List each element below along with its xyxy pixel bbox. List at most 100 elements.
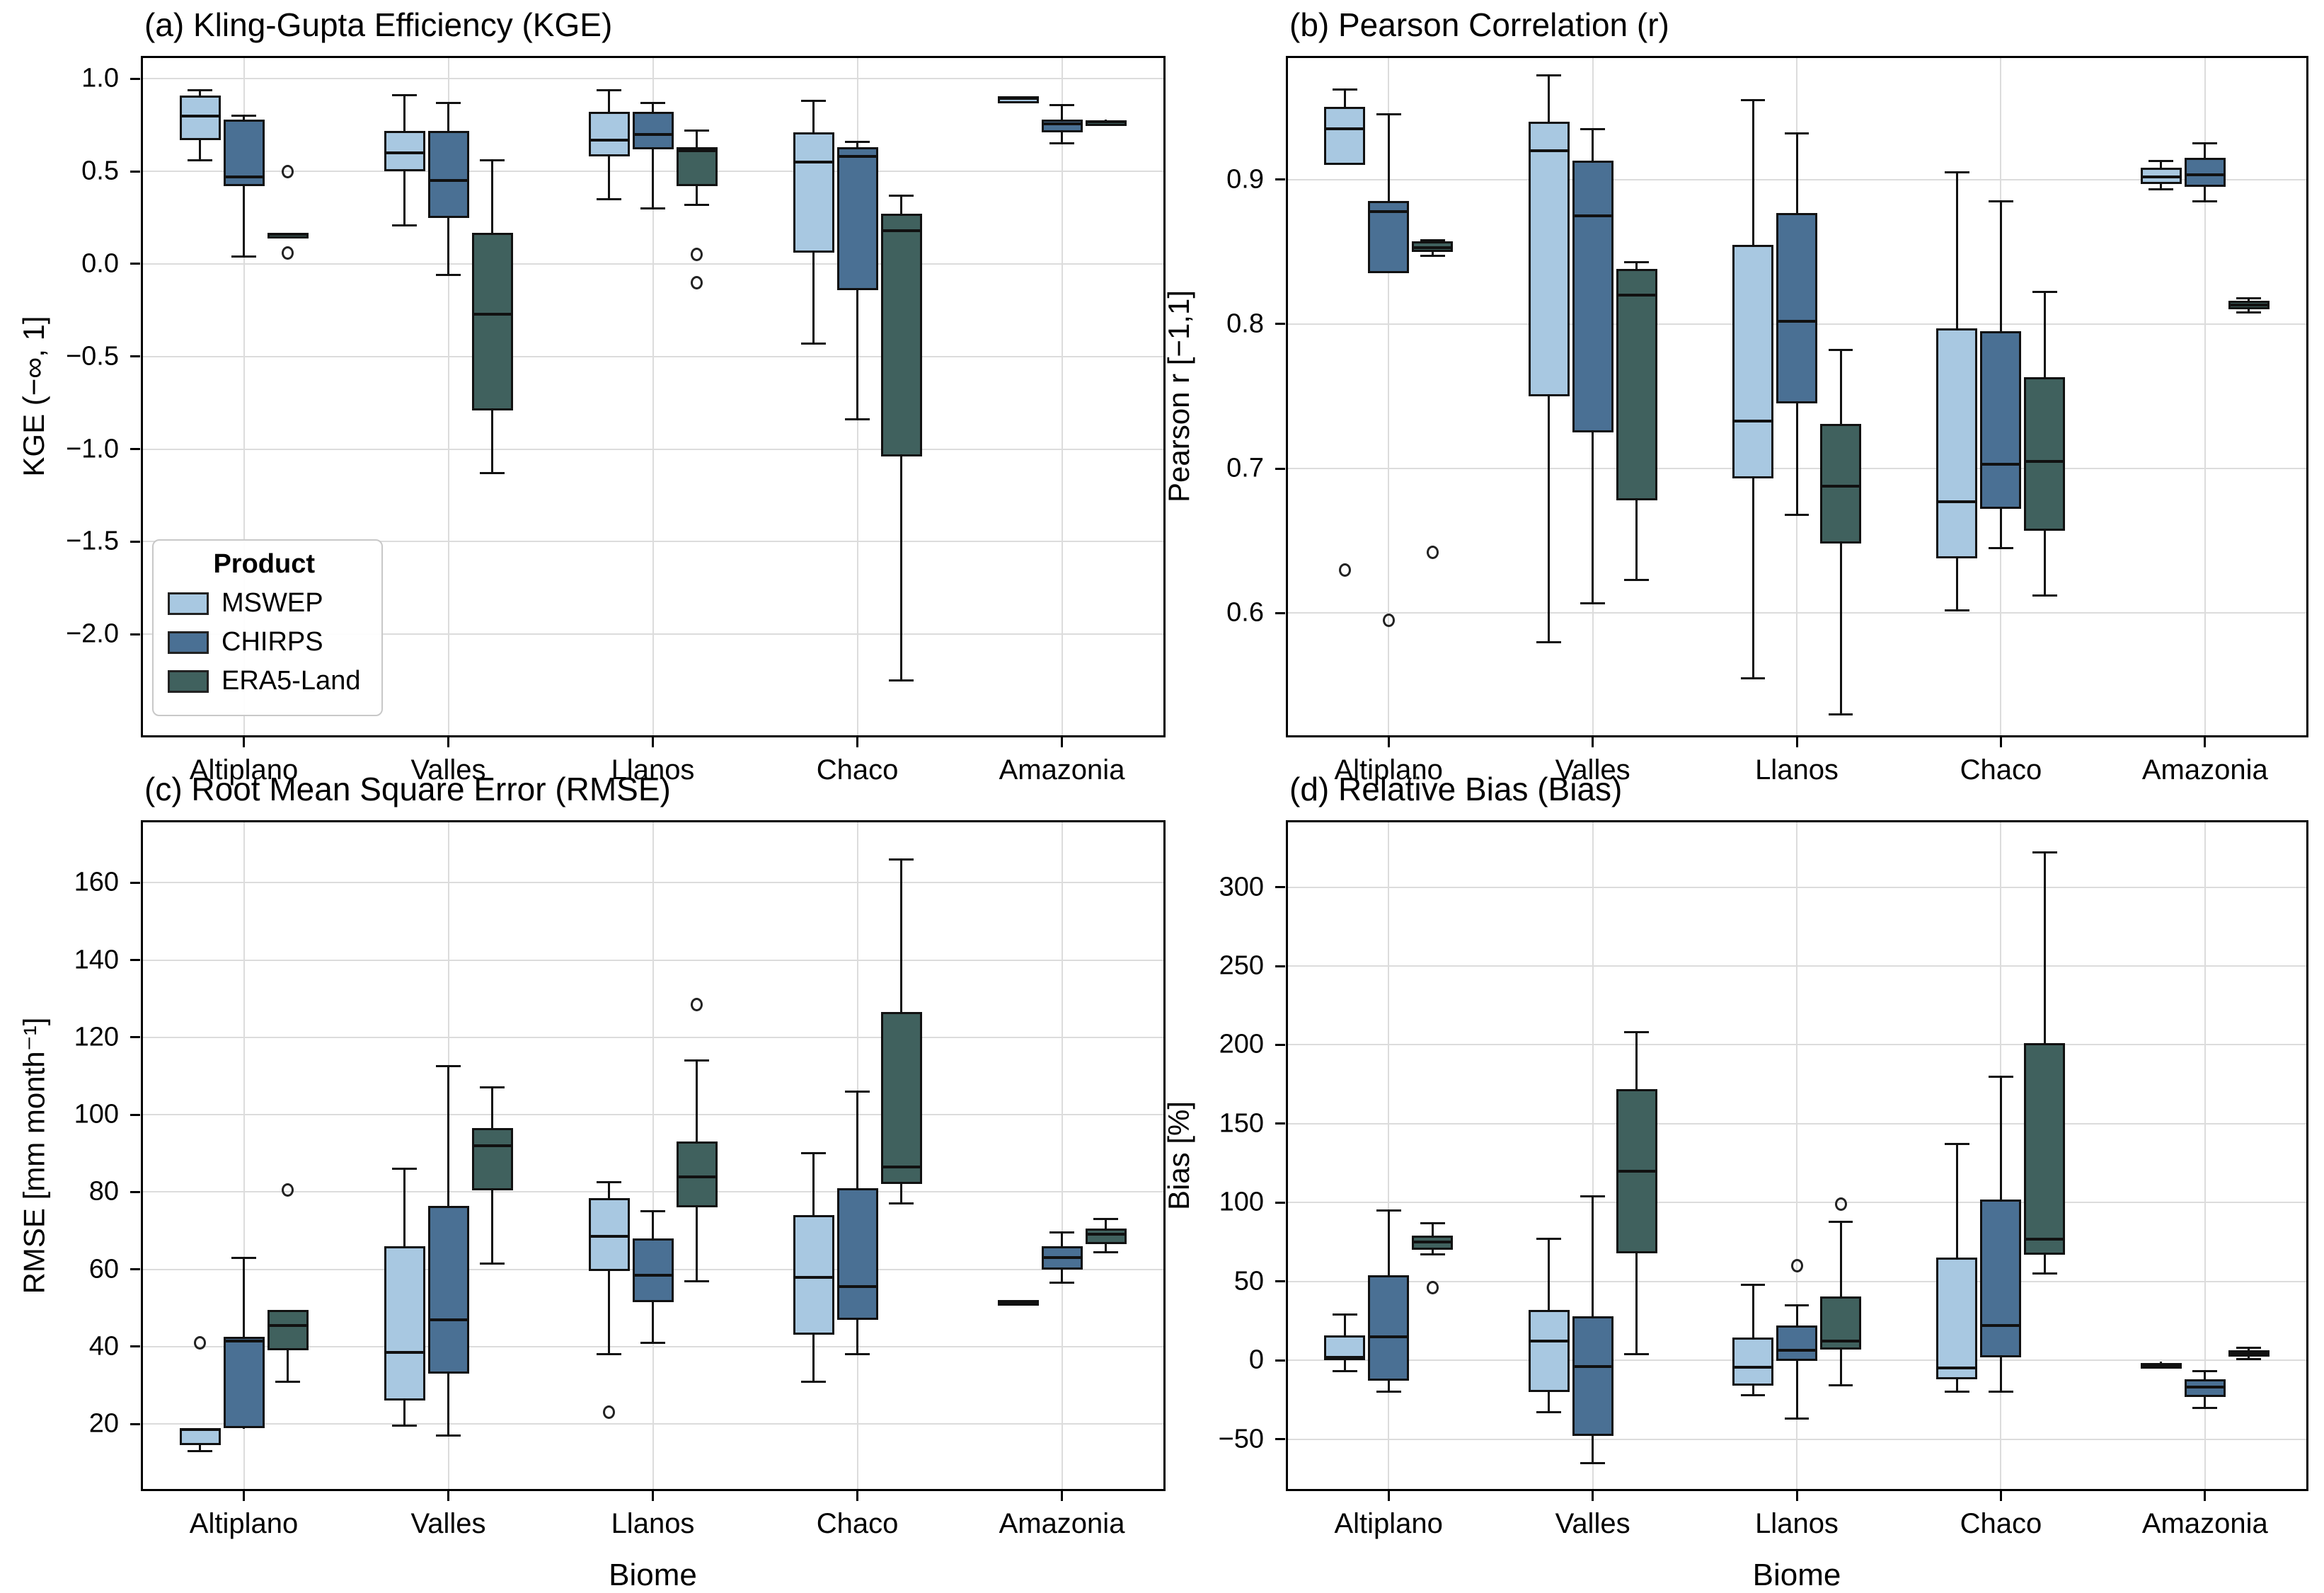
box-d-MSWEP-Llanos	[1732, 1337, 1773, 1386]
box-c-MSWEP-Chaco	[793, 1215, 834, 1335]
box-b-CHIRPS-Chaco	[1980, 331, 2022, 510]
y-tick-d-200	[1275, 1043, 1285, 1046]
y-tick-d-−50	[1275, 1438, 1285, 1441]
box-c-ERA5-Land-Amazonia	[1085, 1229, 1127, 1245]
whisker-cap-top-a-CHIRPS-Valles	[436, 101, 461, 104]
x-tick-a-Chaco	[856, 737, 858, 747]
category-label-c-Valles: Valles	[410, 1508, 486, 1539]
whisker-cap-bottom-b-MSWEP-Chaco	[1945, 609, 1969, 611]
whisker-cap-bottom-a-ERA5-Land-Llanos	[684, 203, 709, 206]
x-tick-b-Valles	[1592, 737, 1594, 747]
box-c-CHIRPS-Altiplano	[223, 1337, 265, 1428]
y-tick-label-b-0.9: 0.9	[1226, 164, 1264, 195]
category-label-a-Altiplano: Altiplano	[189, 754, 299, 786]
horizontal-gridline-a-−0.5	[142, 355, 1164, 357]
y-tick-c-20	[130, 1422, 140, 1425]
box-a-ERA5-Land-Llanos	[676, 147, 718, 187]
horizontal-gridline-c-160	[142, 882, 1164, 884]
y-tick-c-140	[130, 959, 140, 962]
median-a-ERA5-Land-Llanos	[676, 149, 718, 153]
y-tick-label-d-50: 50	[1233, 1266, 1264, 1296]
median-a-CHIRPS-Llanos	[632, 132, 674, 136]
whisker-cap-bottom-d-MSWEP-Llanos	[1740, 1393, 1766, 1396]
category-label-c-Altiplano: Altiplano	[189, 1508, 299, 1539]
median-b-ERA5-Land-Amazonia	[2228, 304, 2270, 307]
box-d-CHIRPS-Altiplano	[1368, 1275, 1410, 1381]
horizontal-gridline-d-100	[1287, 1202, 2307, 1204]
whisker-cap-bottom-c-ERA5-Land-Valles	[480, 1262, 505, 1265]
whisker-cap-bottom-d-ERA5-Land-Llanos	[1828, 1384, 1853, 1387]
box-a-MSWEP-Valles	[384, 130, 425, 172]
y-tick-label-a-−0.5: −0.5	[65, 341, 119, 372]
whisker-cap-top-c-CHIRPS-Altiplano	[231, 1256, 256, 1259]
x-tick-a-Llanos	[652, 737, 654, 747]
legend-item-era5-land: ERA5-Land	[168, 666, 360, 696]
subplot-d-xlabel: Biome	[1752, 1558, 1841, 1592]
median-b-MSWEP-Valles	[1528, 149, 1570, 152]
y-tick-label-a-1.0: 1.0	[81, 63, 119, 93]
y-tick-label-c-100: 100	[74, 1099, 119, 1129]
whisker-cap-top-b-ERA5-Land-Valles	[1624, 260, 1649, 263]
box-d-MSWEP-Valles	[1528, 1309, 1570, 1392]
box-c-ERA5-Land-Llanos	[676, 1141, 718, 1208]
whisker-cap-bottom-b-CHIRPS-Llanos	[1784, 513, 1810, 516]
category-label-b-Altiplano: Altiplano	[1334, 754, 1443, 786]
whisker-cap-bottom-a-MSWEP-Valles	[392, 224, 417, 226]
horizontal-gridline-a-−1.0	[142, 448, 1164, 450]
horizontal-gridline-c-40	[142, 1345, 1164, 1347]
median-b-MSWEP-Amazonia	[2140, 175, 2182, 178]
horizontal-gridline-c-120	[142, 1036, 1164, 1038]
whisker-cap-top-c-CHIRPS-Amazonia	[1049, 1231, 1074, 1234]
box-b-CHIRPS-Altiplano	[1368, 201, 1410, 274]
median-b-ERA5-Land-Llanos	[1820, 484, 1861, 488]
vertical-gridline-a-Amazonia	[1061, 57, 1063, 736]
x-tick-c-Amazonia	[1061, 1491, 1063, 1501]
category-label-c-Chaco: Chaco	[816, 1508, 899, 1539]
whisker-cap-bottom-d-ERA5-Land-Valles	[1624, 1352, 1649, 1355]
median-c-ERA5-Land-Valles	[471, 1144, 513, 1147]
median-b-CHIRPS-Llanos	[1776, 319, 1817, 323]
legend-swatch-era5-land	[168, 669, 209, 693]
outlier-a-ERA5-Land-Llanos-0	[691, 248, 703, 262]
whisker-cap-top-d-MSWEP-Llanos	[1740, 1283, 1766, 1286]
y-tick-a-−0.5	[130, 355, 140, 358]
x-tick-b-Altiplano	[1387, 737, 1390, 747]
category-label-a-Valles: Valles	[410, 754, 486, 786]
outlier-b-CHIRPS-Altiplano-0	[1382, 614, 1395, 628]
whisker-cap-bottom-d-ERA5-Land-Altiplano	[1420, 1253, 1445, 1256]
subplot-c-title: (c) Root Mean Square Error (RMSE)	[144, 771, 671, 807]
median-d-ERA5-Land-Valles	[1616, 1169, 1657, 1173]
horizontal-gridline-a-1.0	[142, 78, 1164, 80]
whisker-cap-bottom-d-CHIRPS-Chaco	[1989, 1391, 2013, 1393]
y-tick-label-c-80: 80	[88, 1176, 119, 1207]
median-d-CHIRPS-Valles	[1572, 1365, 1613, 1369]
whisker-d-CHIRPS-Llanos	[1795, 1305, 1798, 1419]
legend-label-chirps: CHIRPS	[222, 627, 323, 657]
whisker-cap-top-a-CHIRPS-Chaco	[845, 140, 870, 143]
y-tick-c-100	[130, 1113, 140, 1116]
box-b-CHIRPS-Amazonia	[2184, 157, 2226, 187]
whisker-cap-top-d-CHIRPS-Altiplano	[1376, 1209, 1401, 1212]
whisker-cap-bottom-d-MSWEP-Chaco	[1945, 1391, 1969, 1393]
subplot-d-title: (d) Relative Bias (Bias)	[1289, 771, 1623, 807]
median-c-MSWEP-Altiplano	[179, 1428, 221, 1432]
box-a-MSWEP-Altiplano	[179, 95, 221, 140]
median-c-CHIRPS-Amazonia	[1041, 1256, 1083, 1260]
whisker-cap-bottom-a-MSWEP-Altiplano	[188, 159, 212, 161]
category-label-c-Llanos: Llanos	[611, 1508, 695, 1539]
horizontal-gridline-d-200	[1287, 1044, 2307, 1046]
y-tick-label-d-150: 150	[1219, 1108, 1264, 1139]
legend-items: MSWEP CHIRPS ERA5-Land	[168, 588, 360, 696]
whisker-cap-top-b-ERA5-Land-Amazonia	[2236, 297, 2262, 299]
whisker-cap-bottom-b-ERA5-Land-Amazonia	[2236, 311, 2262, 314]
median-c-MSWEP-Valles	[384, 1351, 425, 1355]
outlier-c-ERA5-Land-Altiplano-0	[282, 1183, 294, 1197]
y-tick-label-a-0.0: 0.0	[81, 248, 119, 279]
horizontal-gridline-a-−1.5	[142, 541, 1164, 543]
whisker-cap-top-a-MSWEP-Altiplano	[188, 88, 212, 91]
whisker-cap-bottom-a-MSWEP-Llanos	[597, 197, 621, 200]
y-tick-label-d-300: 300	[1219, 872, 1264, 902]
outlier-a-ERA5-Land-Altiplano-1	[282, 246, 294, 260]
whisker-cap-top-a-MSWEP-Valles	[392, 94, 417, 97]
y-tick-label-b-0.8: 0.8	[1226, 309, 1264, 339]
